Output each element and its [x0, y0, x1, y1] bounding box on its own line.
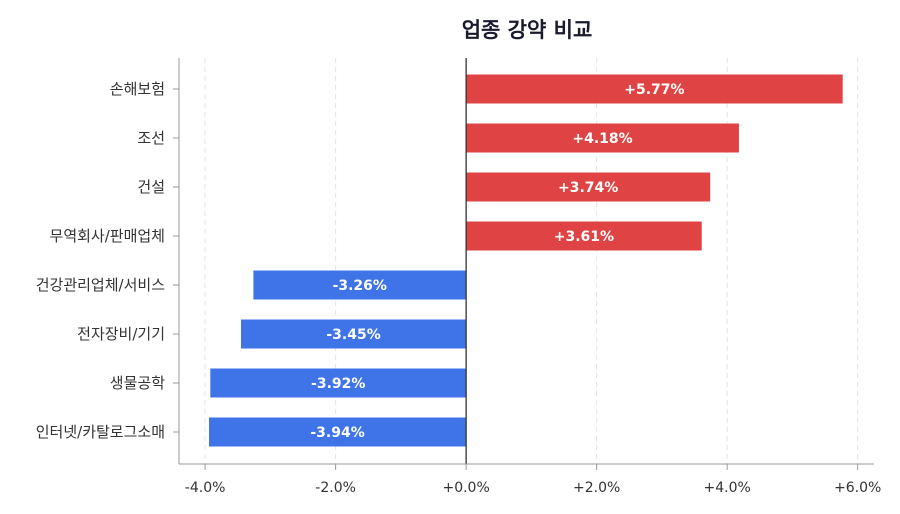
category-label: 생물공학 [110, 374, 165, 392]
bar-value-label: +4.18% [572, 131, 632, 147]
bar [466, 172, 711, 202]
grid-lines [204, 58, 859, 464]
category-label: 조선 [137, 129, 165, 147]
x-tick-label: +6.0% [834, 480, 881, 496]
bar [253, 270, 467, 300]
bar [240, 319, 467, 349]
category-label: 전자장비/기기 [77, 325, 165, 343]
x-tick-label: -2.0% [315, 480, 356, 496]
bar-value-label: +3.74% [558, 180, 618, 196]
bar [466, 123, 739, 153]
category-label: 건강관리업체/서비스 [36, 276, 165, 294]
bar-value-label: -3.26% [333, 278, 387, 294]
bars: +5.77% +4.18% +3.74% +3.61% -3.26% -3.45% -3.9… [209, 74, 843, 447]
category-label: 손해보험 [110, 80, 165, 98]
bar [210, 368, 467, 398]
category-label: 인터넷/카탈로그소매 [36, 423, 165, 441]
x-tick-label: +0.0% [442, 480, 489, 496]
bar-value-label: +3.61% [554, 229, 614, 245]
bar [466, 221, 702, 251]
chart-title: 업종 강약 비교 [462, 18, 593, 42]
bar [466, 74, 843, 104]
axes: 손해보험조선건설무역회사/판매업체건강관리업체/서비스전자장비/기기생물공학인터… [36, 58, 881, 496]
x-tick-label: +2.0% [573, 480, 620, 496]
bar-value-label: -3.45% [326, 327, 380, 343]
bar-value-label: -3.92% [311, 376, 365, 392]
x-tick-label: +4.0% [704, 480, 751, 496]
bar-value-label: +5.77% [624, 82, 684, 98]
bar-value-label: -3.94% [310, 425, 364, 441]
bar [209, 417, 467, 447]
x-tick-label: -4.0% [185, 480, 226, 496]
category-label: 무역회사/판매업체 [50, 227, 165, 245]
category-label: 건설 [137, 178, 165, 196]
